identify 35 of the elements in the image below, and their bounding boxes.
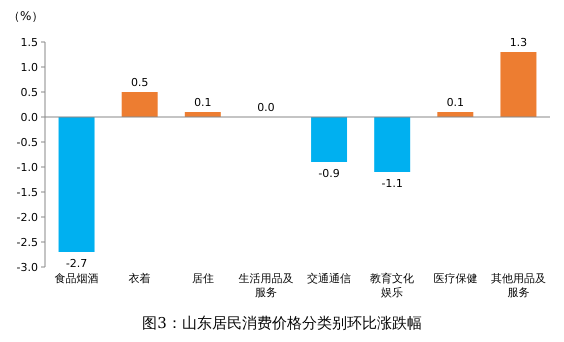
x-tick-label: 衣着 [128,272,151,285]
bar [311,117,348,162]
data-label: 0.5 [130,76,148,89]
text: 图3：山东居民消费价格分类别环比涨跌幅 [142,314,422,332]
y-tick-label: -1.0 [16,161,38,174]
bar [374,117,410,172]
y-tick-label: 1.5 [20,36,38,49]
y-tick-label: -2.0 [16,211,38,224]
bar [500,52,536,117]
data-label: 0.0 [257,101,275,114]
data-label: -1.1 [381,177,403,190]
x-tick-label: 居住 [192,272,214,285]
y-tick-label: -3.0 [16,261,38,274]
data-label: 0.1 [194,96,212,109]
y-tick-label: 0.5 [20,86,38,99]
y-axis-title: （%） [8,9,44,23]
x-tick-label: 生活用品及服务 [238,272,294,299]
y-tick-label: -1.5 [16,186,38,199]
bar [122,92,158,117]
x-tick-label: 医疗保健 [433,272,478,285]
y-tick-label: -0.5 [16,136,38,149]
bar [184,112,221,117]
x-tick-label: 食品烟酒 [54,272,99,285]
x-tick-label: 其他用品及服务 [490,272,546,299]
data-label: 1.3 [510,36,528,49]
x-tick-label: 交通通信 [307,272,352,285]
data-label: -2.7 [66,257,88,270]
y-tick-label: 1.0 [20,61,38,74]
y-tick-label: -2.5 [16,236,38,249]
data-label: -0.9 [318,167,340,180]
y-tick-label: 0.0 [20,111,38,124]
data-label: 0.1 [446,96,464,109]
bar [58,117,95,252]
bar [437,112,474,117]
x-tick-label: 教育文化娱乐 [370,272,414,299]
